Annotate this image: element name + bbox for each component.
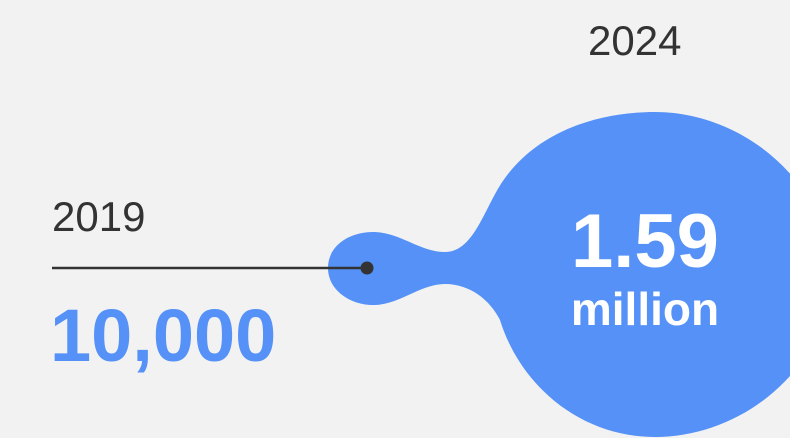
end-value-group: 1.59 million [535,199,755,335]
end-value-number: 1.59 [571,199,719,284]
end-value-unit: million [570,283,720,335]
start-value: 10,000 [50,294,277,377]
end-year-label: 2024 [588,17,682,64]
connector-dot [360,261,374,275]
start-year-label: 2019 [52,193,146,240]
growth-blob-shape [328,112,790,437]
